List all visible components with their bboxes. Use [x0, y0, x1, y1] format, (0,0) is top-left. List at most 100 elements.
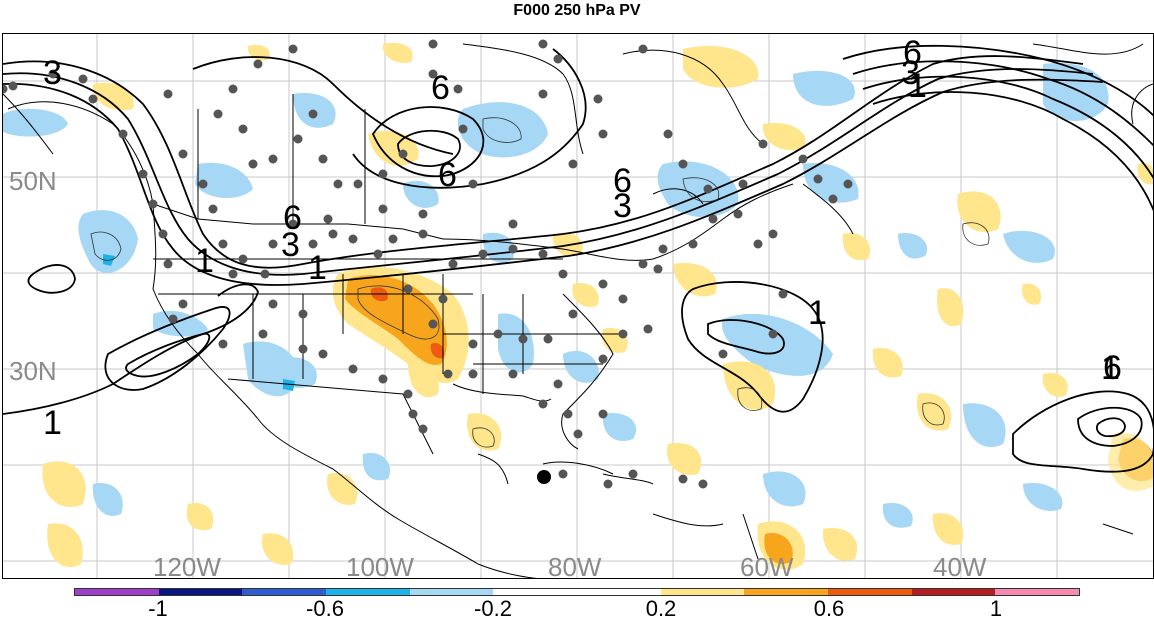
station-dot — [373, 249, 383, 259]
station-dot — [658, 244, 668, 254]
contour-labels: 3 6 6 6 6 3 6 3 1 1 1 1 1 6 3 1 — [43, 34, 1122, 442]
station-dot — [468, 369, 478, 379]
station-dot — [553, 379, 563, 389]
station-dot — [228, 84, 238, 94]
station-dot — [468, 339, 478, 349]
colorbar-tick: 0.6 — [813, 596, 845, 621]
station-dot — [538, 39, 548, 49]
lon-label-120w: 120W — [153, 552, 221, 579]
station-dot — [768, 229, 778, 239]
colorbar-segment — [577, 589, 661, 595]
colorbar-segment — [828, 589, 912, 595]
station-dot — [718, 349, 728, 359]
contour-label: 3 — [281, 226, 300, 264]
station-dot — [323, 214, 333, 224]
station-dot — [553, 54, 563, 64]
station-dot — [428, 39, 438, 49]
contour-label: 6 — [613, 162, 632, 200]
colorbar-tick: -0.2 — [474, 596, 512, 621]
station-dot — [448, 259, 458, 269]
station-dot — [8, 81, 18, 91]
station-dot — [778, 289, 788, 299]
contour-label: 3 — [613, 187, 632, 225]
station-dot — [158, 229, 168, 239]
station-dot — [598, 279, 608, 289]
station-dot — [398, 149, 408, 159]
station-dot — [333, 179, 343, 189]
station-dot — [698, 479, 708, 489]
station-dot — [618, 329, 628, 339]
station-dot — [328, 229, 338, 239]
contour-label: 1 — [43, 404, 62, 442]
station-dot — [408, 409, 418, 419]
station-dot — [3, 84, 8, 94]
station-dot — [168, 314, 178, 324]
station-dot — [573, 429, 583, 439]
colorbar-segment — [744, 589, 829, 595]
station-dot — [438, 294, 448, 304]
colorbar — [74, 588, 1080, 596]
station-dot — [218, 339, 228, 349]
station-dot — [768, 329, 778, 339]
station-dot — [598, 409, 608, 419]
station-dot — [378, 169, 388, 179]
station-dot — [568, 309, 578, 319]
station-dot — [828, 194, 838, 204]
station-dot — [163, 259, 173, 269]
station-dot — [138, 169, 148, 179]
station-dot — [178, 149, 188, 159]
station-dot — [428, 69, 438, 79]
station-dot — [418, 209, 428, 219]
station-dot — [798, 154, 808, 164]
anomaly-contours — [90, 117, 990, 448]
station-dot — [638, 44, 648, 54]
station-dot — [378, 374, 388, 384]
pv-contours — [3, 44, 1153, 473]
contour-label: 1 — [808, 294, 827, 332]
station-dot — [643, 324, 653, 334]
colorbar-segment — [326, 589, 410, 595]
station-dot — [563, 409, 573, 419]
station-dot — [468, 179, 478, 189]
station-dot — [478, 249, 488, 259]
station-dot — [248, 159, 258, 169]
contour-label: 6 — [431, 69, 450, 107]
station-dot — [538, 249, 548, 259]
station-dot — [178, 299, 188, 309]
station-dot — [88, 94, 98, 104]
station-dot — [403, 284, 413, 294]
station-dot — [213, 109, 223, 119]
contour-label: 3 — [43, 54, 62, 92]
station-dot — [708, 214, 718, 224]
station-dot — [293, 134, 303, 144]
station-dot — [378, 204, 388, 214]
station-dot — [228, 269, 238, 279]
station-dot — [508, 244, 518, 254]
colorbar-tick: -0.6 — [306, 596, 344, 621]
station-dot — [753, 239, 763, 249]
colorbar-tick: -1 — [148, 596, 168, 621]
station-dot — [843, 179, 853, 189]
station-dot — [443, 369, 453, 379]
colorbar-segment — [911, 589, 996, 595]
colorbar-segment — [158, 589, 243, 595]
station-dot — [493, 329, 503, 339]
map-panel: 3 6 6 6 6 3 6 3 1 1 1 1 1 6 3 1 50N 30N … — [2, 33, 1154, 579]
station-dot — [198, 179, 208, 189]
contour-label: 1 — [1101, 349, 1120, 387]
colorbar-tick: 0.2 — [645, 596, 677, 621]
station-dot — [148, 199, 158, 209]
station-dot — [418, 229, 428, 239]
station-dot — [268, 299, 278, 309]
station-dot — [688, 239, 698, 249]
station-dot — [260, 269, 270, 279]
lat-label-30n: 30N — [9, 356, 57, 386]
station-dot — [508, 219, 518, 229]
station-dot — [268, 239, 278, 249]
station-dot — [238, 124, 248, 134]
lon-label-60w: 60W — [740, 552, 794, 579]
station-dot — [163, 89, 173, 99]
station-dot — [208, 204, 218, 214]
station-dot — [538, 89, 548, 99]
station-dot — [758, 139, 768, 149]
